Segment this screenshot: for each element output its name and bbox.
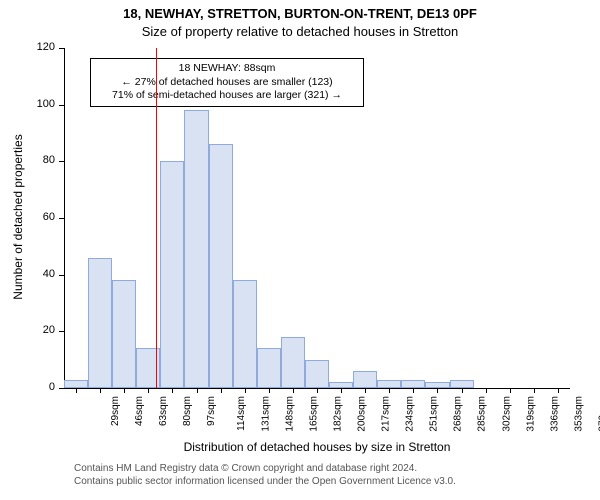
histogram-bar — [64, 380, 88, 389]
xtick-label: 29sqm — [110, 396, 121, 426]
info-line-2: ← 27% of detached houses are smaller (12… — [97, 76, 357, 90]
xtick-label: 182sqm — [332, 396, 343, 432]
info-box: 18 NEWHAY: 88sqm ← 27% of detached house… — [90, 58, 364, 107]
histogram-bar — [184, 110, 208, 388]
ytick-mark — [59, 105, 64, 106]
xtick-label: 46sqm — [134, 396, 145, 426]
histogram-bar — [209, 144, 233, 388]
info-line-3: 71% of semi-detached houses are larger (… — [97, 89, 357, 103]
ytick-label: 20 — [29, 324, 55, 336]
xtick-label: 114sqm — [235, 396, 246, 431]
ytick-label: 120 — [29, 41, 55, 53]
histogram-bar — [281, 337, 305, 388]
xtick-mark — [341, 388, 342, 393]
ytick-label: 80 — [29, 154, 55, 166]
xtick-label: 319sqm — [525, 396, 536, 432]
histogram-bar — [160, 161, 184, 388]
histogram-bar — [450, 380, 474, 389]
x-axis-label: Distribution of detached houses by size … — [64, 440, 570, 454]
xtick-label: 217sqm — [381, 396, 392, 432]
xtick-mark — [365, 388, 366, 393]
y-axis — [64, 48, 65, 388]
xtick-label: 268sqm — [453, 396, 464, 432]
xtick-mark — [437, 388, 438, 393]
xtick-label: 285sqm — [477, 396, 488, 432]
xtick-mark — [245, 388, 246, 393]
xtick-mark — [317, 388, 318, 393]
histogram-bar — [305, 360, 329, 388]
xtick-mark — [486, 388, 487, 393]
attribution: Contains HM Land Registry data © Crown c… — [74, 462, 456, 488]
ytick-mark — [59, 388, 64, 389]
histogram-bar — [377, 380, 401, 389]
subtitle: Size of property relative to detached ho… — [0, 24, 600, 39]
ytick-mark — [59, 275, 64, 276]
ytick-mark — [59, 218, 64, 219]
xtick-label: 148sqm — [284, 396, 295, 432]
xtick-mark — [124, 388, 125, 393]
xtick-mark — [269, 388, 270, 393]
ytick-mark — [59, 161, 64, 162]
xtick-mark — [510, 388, 511, 393]
xtick-mark — [148, 388, 149, 393]
xtick-label: 251sqm — [429, 396, 440, 432]
xtick-mark — [172, 388, 173, 393]
xtick-label: 80sqm — [182, 396, 193, 426]
xtick-mark — [413, 388, 414, 393]
page-title: 18, NEWHAY, STRETTON, BURTON-ON-TRENT, D… — [0, 6, 600, 21]
xtick-label: 165sqm — [308, 396, 319, 432]
xtick-mark — [558, 388, 559, 393]
histogram-bar — [353, 371, 377, 388]
ytick-mark — [59, 331, 64, 332]
xtick-label: 302sqm — [501, 396, 512, 432]
ytick-label: 40 — [29, 268, 55, 280]
histogram-bar — [257, 348, 281, 388]
xtick-mark — [197, 388, 198, 393]
xtick-mark — [462, 388, 463, 393]
ytick-mark — [59, 48, 64, 49]
histogram-bar — [112, 280, 136, 388]
attribution-line-2: Contains public sector information licen… — [74, 475, 456, 488]
xtick-label: 200sqm — [357, 396, 368, 432]
xtick-mark — [534, 388, 535, 393]
histogram-bar — [88, 258, 112, 388]
xtick-label: 353sqm — [573, 396, 584, 432]
xtick-label: 234sqm — [405, 396, 416, 432]
info-line-1: 18 NEWHAY: 88sqm — [97, 62, 357, 76]
xtick-label: 97sqm — [206, 396, 217, 426]
histogram-bar — [401, 380, 425, 389]
histogram-bar — [233, 280, 257, 388]
xtick-mark — [76, 388, 77, 393]
y-axis-label: Number of detached properties — [11, 117, 25, 317]
xtick-mark — [221, 388, 222, 393]
xtick-mark — [293, 388, 294, 393]
xtick-label: 336sqm — [549, 396, 560, 432]
xtick-label: 131sqm — [260, 396, 271, 432]
attribution-line-1: Contains HM Land Registry data © Crown c… — [74, 462, 456, 475]
xtick-mark — [100, 388, 101, 393]
ytick-label: 0 — [29, 381, 55, 393]
reference-line — [156, 48, 157, 388]
xtick-label: 63sqm — [158, 396, 169, 426]
xtick-mark — [389, 388, 390, 393]
ytick-label: 100 — [29, 98, 55, 110]
ytick-label: 60 — [29, 211, 55, 223]
